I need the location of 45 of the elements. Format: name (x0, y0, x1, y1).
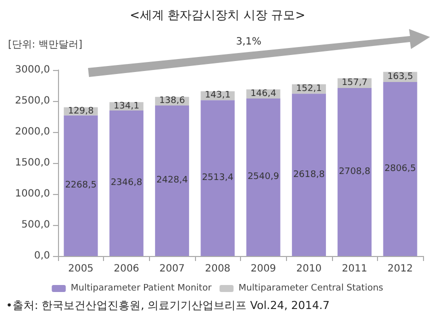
text: 3,1% (236, 36, 262, 48)
data-label: 2513,4 (202, 173, 234, 184)
y-tick-label: 0,0 (34, 250, 50, 262)
x-tick-label: 2007 (159, 264, 185, 274)
y-tick-label: 1500,0 (15, 158, 50, 168)
bar (246, 98, 280, 256)
y-axis-title: [단위: 백만달러] (8, 40, 82, 50)
data-label: 2346,8 (110, 178, 142, 188)
bar (109, 110, 144, 256)
legend-label: Multiparameter Central Stations (238, 284, 384, 294)
data-label: 2618,8 (293, 170, 325, 180)
bar (383, 82, 418, 256)
x-tick-label: 2006 (114, 264, 140, 274)
y-tick-label: 3000,0 (15, 64, 50, 76)
x-tick-label: 2008 (204, 264, 230, 274)
data-label: 2268,5 (65, 180, 97, 191)
data-label: 143,1 (204, 90, 231, 101)
data-label: 2806,5 (384, 164, 416, 174)
bar (338, 88, 372, 256)
x-tick-label: 2011 (342, 264, 368, 274)
x-tick-label: 2012 (387, 264, 413, 274)
text: •출처: 한국보건산업진흥원, 의료기기산업브리프 Vol.24, 2014.7 (6, 299, 330, 312)
bar (292, 94, 326, 256)
data-label: 138,6 (159, 96, 186, 106)
y-tick-label: 2500,0 (15, 96, 50, 106)
y-tick-label: 500,0 (21, 220, 50, 230)
bar (155, 105, 190, 256)
data-label: 152,1 (296, 84, 322, 94)
bar (64, 115, 98, 256)
data-label: 2708,8 (338, 167, 371, 178)
legend-label: Multiparameter Patient Monitor (70, 284, 212, 294)
y-tick-label: 2000,0 (15, 126, 50, 138)
data-label: 157,7 (342, 78, 368, 88)
data-label: 129,8 (68, 106, 94, 116)
data-label: 134,1 (114, 101, 140, 112)
bar (200, 100, 235, 256)
x-tick-label: 2009 (250, 264, 276, 274)
x-tick-label: 2010 (296, 264, 322, 274)
data-label: 146,4 (250, 88, 276, 99)
y-tick-label: 1000,0 (15, 188, 50, 200)
data-label: 2428,4 (156, 176, 188, 186)
x-tick-label: 2005 (68, 264, 94, 274)
chart-title: <세계 환자감시장치 시장 규모> (130, 8, 306, 22)
data-label: 2540,9 (248, 172, 280, 182)
data-label: 163,5 (387, 72, 414, 82)
